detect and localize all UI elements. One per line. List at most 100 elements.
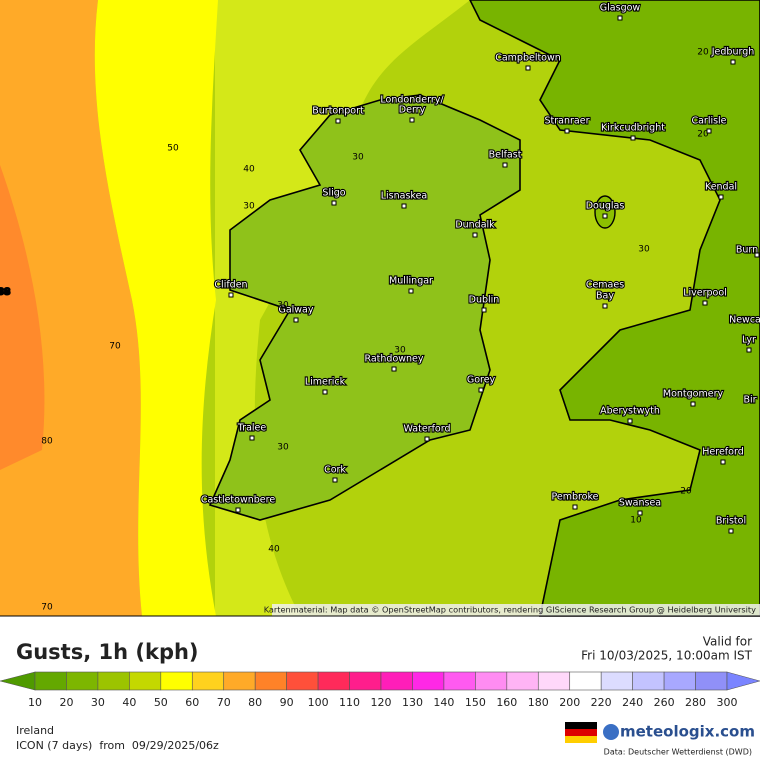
- colorbar-tick-label: 90: [280, 696, 294, 709]
- city-dot: [391, 366, 397, 372]
- colorbar-tick-label: 260: [654, 696, 675, 709]
- valid-time: Fri 10/03/2025, 10:00am IST: [581, 649, 753, 663]
- colorbar-tick-label: 150: [465, 696, 486, 709]
- contour-label: 30: [352, 153, 364, 163]
- flag: [565, 722, 597, 729]
- colorbar-swatch: [632, 671, 665, 691]
- city-label: Lisnaskea: [381, 191, 428, 202]
- colorbar-tick-label: 280: [685, 696, 706, 709]
- colorbar-swatch: [569, 671, 602, 691]
- city-dot: [478, 387, 484, 393]
- attribution-bg: [272, 604, 760, 616]
- colorbar-tick-label: 200: [559, 696, 580, 709]
- city-dot: [637, 510, 643, 516]
- data-source: Data: Deutscher Wetterdienst (DWD): [604, 748, 752, 757]
- colorbar-swatch: [443, 671, 476, 691]
- city-label: Campbeltown: [495, 53, 561, 64]
- colorbar-tick-label: 300: [717, 696, 738, 709]
- colorbar-swatch: [349, 671, 382, 691]
- colorbar-tick-label: 80: [248, 696, 262, 709]
- colorbar-swatch: [34, 671, 67, 691]
- brand[interactable]: meteologix.com: [620, 723, 755, 741]
- colorbar-swatch: [317, 671, 350, 691]
- flag: [565, 729, 597, 736]
- contour-label: 10: [630, 516, 642, 526]
- colorbar-swatch: [223, 671, 256, 691]
- colorbar-tick-label: 130: [402, 696, 423, 709]
- city-dot: [630, 135, 636, 141]
- city-dot: [424, 436, 430, 442]
- colorbar-swatch: [160, 671, 193, 691]
- city-dot: [572, 504, 578, 510]
- colorbar-tick-label: 240: [622, 696, 643, 709]
- city-label: Burtonport: [312, 106, 364, 117]
- city-dot: [401, 203, 407, 209]
- colorbar-swatch: [380, 671, 413, 691]
- city-dot: [564, 128, 570, 134]
- colorbar-swatch: [412, 671, 445, 691]
- city-dot: [702, 300, 708, 306]
- city-label: Cemaes: [586, 280, 624, 291]
- city-dot: [718, 194, 724, 200]
- city-label: Glasgow: [600, 3, 641, 14]
- city-dot: [525, 65, 531, 71]
- city-label: Cork: [324, 465, 346, 476]
- colorbar-swatch: [600, 671, 633, 691]
- city-dot: [720, 459, 726, 465]
- city-dot: [293, 317, 299, 323]
- city-dot: [409, 117, 415, 123]
- colorbar-swatch: [129, 671, 162, 691]
- city-label: Gorey: [467, 375, 496, 386]
- city-dot: [754, 252, 760, 258]
- contour-label: 50: [167, 144, 179, 154]
- colorbar-swatch: [97, 671, 130, 691]
- city-dot: [481, 307, 487, 313]
- colorbar-swatch: [506, 671, 539, 691]
- city-dot: [332, 477, 338, 483]
- city-label: Lyr: [742, 335, 756, 346]
- city-label: Douglas: [586, 201, 625, 212]
- city-label: Rathdowney: [364, 354, 423, 365]
- city-label: Castletownbere: [201, 495, 276, 506]
- colorbar-swatch: [254, 671, 287, 691]
- region: Ireland: [16, 724, 54, 737]
- city-label: Clifden: [214, 280, 247, 291]
- contour-label: 30: [638, 245, 650, 255]
- city-label: Bay: [596, 291, 614, 302]
- city-label: Burn: [736, 245, 758, 256]
- colorbar-swatch: [663, 671, 696, 691]
- colorbar-tick-label: 220: [591, 696, 612, 709]
- colorbar-tick-label: 10: [28, 696, 42, 709]
- city-dot: [335, 118, 341, 124]
- brand-logo: [603, 724, 619, 740]
- city-label: Newca: [729, 315, 760, 326]
- colorbar-arrow: [0, 671, 36, 691]
- city-label: Pembroke: [551, 492, 598, 503]
- contour-label: 30: [394, 346, 406, 356]
- city-dot: [472, 232, 478, 238]
- zone-80: [0, 165, 45, 470]
- colorbar-swatch: [537, 671, 571, 691]
- city-label: Londonderry/: [380, 95, 444, 106]
- city-dot: [627, 418, 633, 424]
- colorbar-tick-label: 110: [339, 696, 360, 709]
- contour-label: 30: [277, 301, 289, 311]
- city-dot: [706, 128, 712, 134]
- model-run: ICON (7 days) from 09/29/2025/06z: [16, 739, 219, 752]
- colorbar-tick-label: 50: [154, 696, 168, 709]
- city-label: Jedburgh: [711, 47, 755, 58]
- city-dot: [502, 162, 508, 168]
- city-dot: [408, 288, 414, 294]
- city-label: Limerick: [305, 377, 346, 388]
- city-label: Bir: [743, 395, 756, 406]
- city-dot: [730, 59, 736, 65]
- colorbar-tick-label: 60: [185, 696, 199, 709]
- city-label: Liverpool: [683, 288, 727, 299]
- city-label: Montgomery: [663, 389, 724, 400]
- zone-40: [215, 0, 470, 616]
- colorbar-tick-label: 180: [528, 696, 549, 709]
- city-dot: [617, 15, 623, 21]
- contour-label: 30: [243, 202, 255, 212]
- city-label: Derry: [399, 105, 426, 116]
